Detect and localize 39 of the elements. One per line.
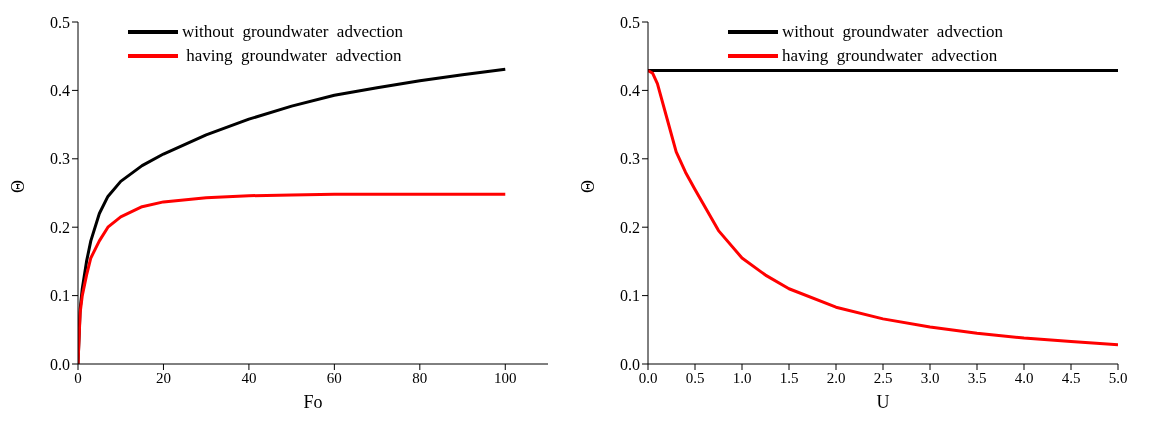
y-tick-label: 0.3	[620, 150, 640, 168]
y-axis-title: Θ	[578, 180, 599, 193]
legend-label: without groundwater advection	[182, 21, 403, 43]
x-tick-label: 80	[412, 369, 428, 386]
y-tick-label: 0.5	[50, 13, 70, 31]
y-tick-label: 0.1	[50, 287, 70, 305]
y-tick-label: 0.5	[620, 13, 640, 31]
x-tick-label: 40	[241, 369, 257, 386]
x-axis-title: U	[876, 392, 890, 412]
y-tick-label: 0.2	[620, 218, 640, 236]
y-axis-title: Θ	[8, 180, 29, 193]
line-series	[648, 69, 1118, 347]
legend-label: having groundwater advection	[782, 45, 998, 67]
x-tick-label: 0	[74, 369, 82, 386]
x-tick-label: 60	[326, 369, 342, 386]
x-tick-label: 1.0	[732, 369, 752, 386]
x-tick-label: 20	[155, 369, 171, 386]
x-tick-label: 3.0	[920, 369, 940, 386]
x-tick-label: 1.5	[779, 369, 799, 386]
x-tick-label: 4.0	[1014, 369, 1034, 386]
x-tick-label: 3.5	[967, 369, 987, 386]
x-tick-label: 2.0	[826, 369, 846, 386]
legend-label: without groundwater advection	[782, 21, 1003, 43]
x-tick-label: 0.5	[685, 369, 705, 386]
y-tick-label: 0.1	[620, 287, 640, 305]
y-tick-label: 0.0	[50, 355, 70, 373]
y-tick-label: 0.0	[620, 355, 640, 373]
x-tick-label: 0.0	[638, 369, 658, 386]
y-tick-label: 0.4	[50, 82, 70, 100]
x-tick-label: 2.5	[873, 369, 893, 386]
x-tick-label: 4.5	[1061, 369, 1081, 386]
y-tick-label: 0.2	[50, 218, 70, 236]
y-tick-label: 0.3	[50, 150, 70, 168]
line-series	[78, 192, 507, 364]
x-tick-label: 100	[494, 369, 517, 386]
y-tick-label: 0.4	[620, 82, 640, 100]
x-tick-label: 5.0	[1108, 369, 1128, 386]
legend-label: having groundwater advection	[185, 45, 402, 67]
x-axis-title: Fo	[303, 392, 323, 412]
